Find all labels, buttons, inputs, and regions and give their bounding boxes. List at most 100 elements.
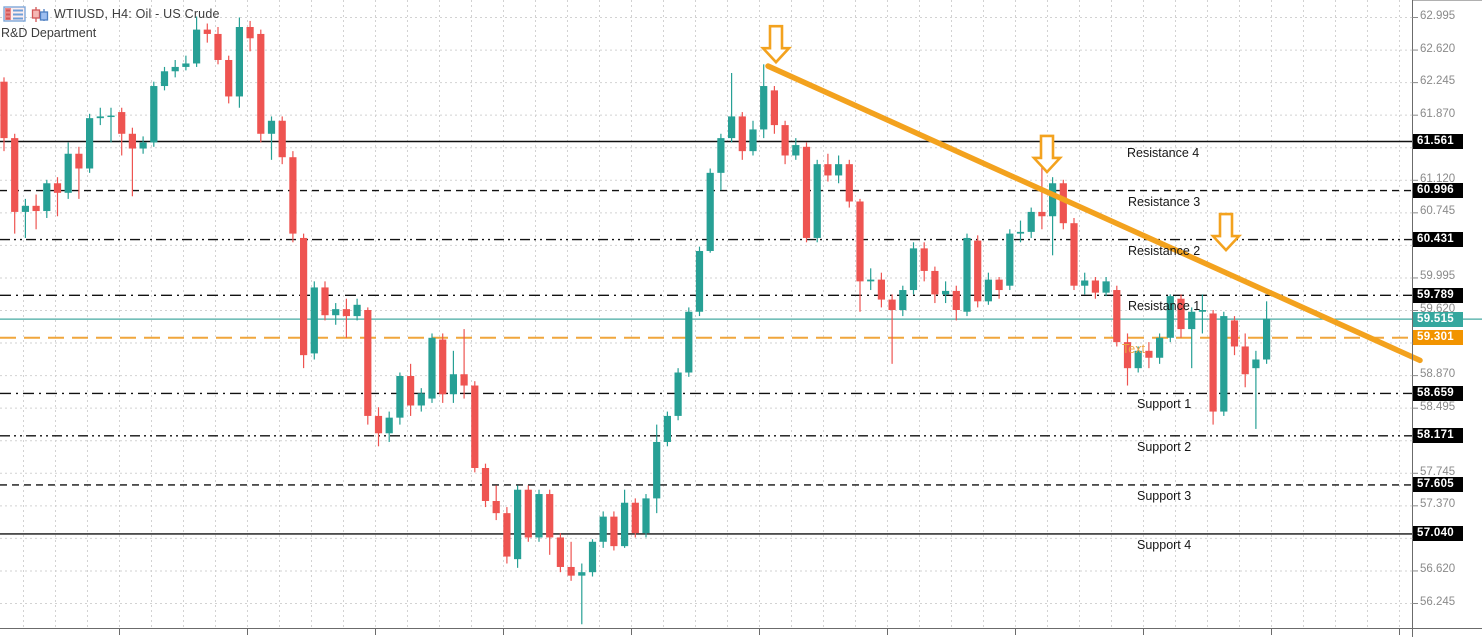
candle-up bbox=[728, 116, 736, 139]
candle-down bbox=[770, 90, 778, 126]
candle-up bbox=[396, 375, 404, 418]
candle-down bbox=[1123, 342, 1132, 369]
candle-down bbox=[364, 310, 372, 416]
candle-up bbox=[417, 393, 425, 406]
level-label-resistance-4[interactable]: Resistance 4 bbox=[1127, 145, 1200, 160]
candle-down bbox=[1091, 280, 1099, 293]
down-arrow-icon[interactable] bbox=[1210, 212, 1242, 253]
candle-down bbox=[203, 29, 211, 34]
candle-down bbox=[1070, 223, 1078, 286]
candle-down bbox=[931, 270, 939, 295]
candle-down bbox=[32, 205, 40, 212]
level-label-resistance-2[interactable]: Resistance 2 bbox=[1128, 243, 1201, 258]
candle-up bbox=[150, 86, 158, 143]
candle-up bbox=[588, 541, 597, 573]
candle-down bbox=[246, 26, 254, 39]
candle-up bbox=[674, 372, 682, 416]
price-axis-label: 61.870 bbox=[1420, 107, 1456, 120]
text-object-label[interactable]: Text bbox=[1122, 341, 1145, 356]
candle-up bbox=[267, 120, 276, 134]
candle-down bbox=[974, 240, 982, 302]
candle-up bbox=[642, 498, 650, 534]
candle-up bbox=[171, 66, 179, 72]
candle-down bbox=[1209, 313, 1217, 412]
candle-up bbox=[21, 205, 29, 212]
chart-header: WTIUSD, H4: Oil - US Crude bbox=[3, 6, 220, 23]
price-badge: 57.040 bbox=[1413, 526, 1463, 542]
price-badge: 59.515 bbox=[1413, 311, 1463, 327]
candle-down bbox=[1177, 298, 1185, 330]
price-axis-label: 59.995 bbox=[1420, 270, 1456, 283]
candle-up bbox=[332, 309, 340, 316]
chart-title: WTIUSD, H4: Oil - US Crude bbox=[54, 7, 220, 21]
candle-up bbox=[984, 279, 992, 302]
level-label-support-4[interactable]: Support 4 bbox=[1137, 537, 1192, 552]
candle-down bbox=[289, 157, 297, 234]
level-label-support-3[interactable]: Support 3 bbox=[1137, 488, 1192, 503]
price-axis-label: 57.370 bbox=[1420, 498, 1456, 511]
candle-up bbox=[107, 115, 115, 118]
candle-up bbox=[1081, 280, 1089, 286]
price-badge: 59.301 bbox=[1413, 330, 1463, 346]
price-axis-label: 60.745 bbox=[1420, 205, 1456, 218]
candle-up bbox=[706, 172, 714, 251]
price-axis-label: 57.745 bbox=[1420, 465, 1456, 478]
candle-down bbox=[321, 287, 329, 316]
candle-up bbox=[1016, 231, 1025, 234]
candle-down bbox=[342, 309, 350, 317]
candle-up bbox=[621, 502, 629, 547]
level-label-support-2[interactable]: Support 2 bbox=[1137, 439, 1192, 454]
candle-up bbox=[1166, 296, 1174, 338]
down-arrow-icon[interactable] bbox=[760, 24, 792, 65]
price-axis-label: 62.995 bbox=[1420, 10, 1456, 22]
candle-up bbox=[749, 129, 757, 152]
candle-down bbox=[492, 500, 500, 514]
descending-trendline[interactable] bbox=[765, 63, 1423, 364]
candle-up bbox=[663, 415, 671, 442]
candle-up bbox=[599, 516, 607, 542]
candle-up bbox=[193, 29, 201, 64]
candle-down bbox=[53, 183, 62, 193]
candle-down bbox=[0, 81, 8, 139]
level-label-resistance-1[interactable]: Resistance 1 bbox=[1128, 299, 1201, 314]
candle-up bbox=[1102, 281, 1110, 293]
price-badge: 57.605 bbox=[1413, 477, 1463, 493]
candle-down bbox=[738, 116, 746, 152]
candle-up bbox=[235, 26, 243, 97]
price-axis-label: 56.620 bbox=[1420, 563, 1456, 576]
candle-up bbox=[353, 304, 361, 317]
candle-down bbox=[1230, 320, 1239, 347]
candle-up bbox=[96, 116, 104, 119]
candle-up bbox=[449, 374, 457, 395]
price-badge: 60.996 bbox=[1413, 183, 1463, 199]
level-label-support-1[interactable]: Support 1 bbox=[1137, 397, 1192, 412]
candle-down bbox=[610, 516, 618, 547]
candle-up bbox=[43, 183, 51, 212]
candle-down bbox=[128, 133, 136, 149]
candle-up bbox=[1049, 183, 1057, 217]
candle-down bbox=[300, 237, 308, 356]
candle-down bbox=[845, 164, 853, 202]
candle-up bbox=[139, 142, 147, 149]
candle-down bbox=[556, 537, 564, 567]
candle-down bbox=[1059, 183, 1067, 224]
candle-up bbox=[385, 417, 393, 434]
candle-up bbox=[1156, 337, 1164, 358]
candle-down bbox=[877, 279, 885, 300]
candle-down bbox=[1038, 211, 1046, 217]
candle-up bbox=[1188, 311, 1196, 330]
candle-chart-icon bbox=[31, 7, 49, 22]
chart-subtitle: R&D Department bbox=[1, 26, 97, 40]
candle-down bbox=[214, 33, 222, 60]
price-badge: 60.431 bbox=[1413, 232, 1463, 248]
candle-down bbox=[546, 494, 554, 538]
candle-up bbox=[760, 86, 768, 130]
candle-down bbox=[952, 290, 960, 311]
candle-down bbox=[374, 415, 383, 434]
candle-up bbox=[160, 71, 169, 87]
down-arrow-icon[interactable] bbox=[1031, 134, 1063, 174]
candle-up bbox=[653, 441, 661, 499]
level-label-resistance-3[interactable]: Resistance 3 bbox=[1128, 194, 1201, 209]
price-axis-label: 62.620 bbox=[1420, 42, 1456, 55]
